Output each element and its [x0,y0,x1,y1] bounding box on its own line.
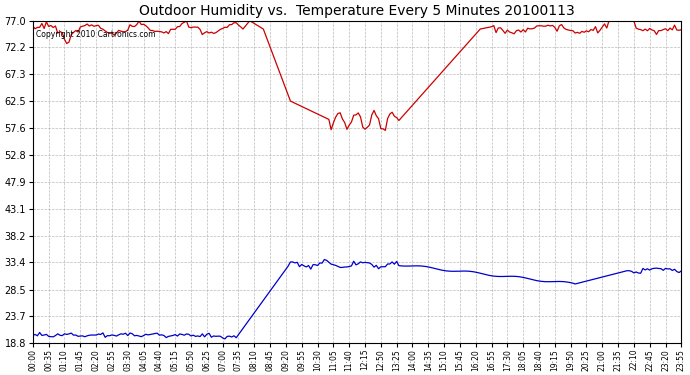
Text: Copyright 2010 Cartronics.com: Copyright 2010 Cartronics.com [36,30,156,39]
Title: Outdoor Humidity vs.  Temperature Every 5 Minutes 20100113: Outdoor Humidity vs. Temperature Every 5… [139,4,575,18]
